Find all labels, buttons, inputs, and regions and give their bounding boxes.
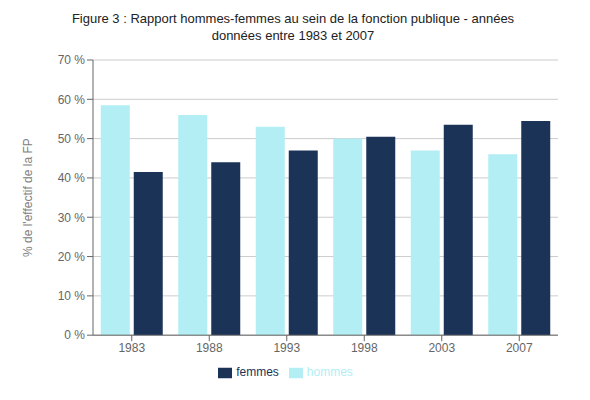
svg-text:1988: 1988 — [196, 341, 223, 355]
html-text:Figure 3 : Rapport hommes‑femm: Figure 3 : Rapport hommes‑femmes au sein… — [71, 11, 515, 26]
svg-text:1998: 1998 — [351, 341, 378, 355]
html-text:femmes: femmes — [236, 365, 279, 380]
svg-text:70 %: 70 % — [58, 53, 86, 67]
svg-text:% de l'effectif de la FP: % de l'effectif de la FP — [21, 138, 35, 257]
svg-text:10 %: 10 % — [58, 289, 86, 303]
svg-text:1993: 1993 — [273, 341, 300, 355]
svg-text:20 %: 20 % — [58, 250, 86, 264]
svg-text:0 %: 0 % — [64, 328, 85, 342]
svg-text:2003: 2003 — [428, 341, 455, 355]
html-text:données entre 1983 et 2007: données entre 1983 et 2007 — [211, 28, 375, 43]
svg-text:40 %: 40 % — [58, 171, 86, 185]
html-text:hommes: hommes — [306, 365, 353, 380]
svg-text:1983: 1983 — [118, 341, 145, 355]
svg-text:50 %: 50 % — [58, 132, 86, 146]
svg-text:60 %: 60 % — [58, 93, 86, 107]
svg-text:30 %: 30 % — [58, 211, 86, 225]
svg-text:2007: 2007 — [506, 341, 533, 355]
